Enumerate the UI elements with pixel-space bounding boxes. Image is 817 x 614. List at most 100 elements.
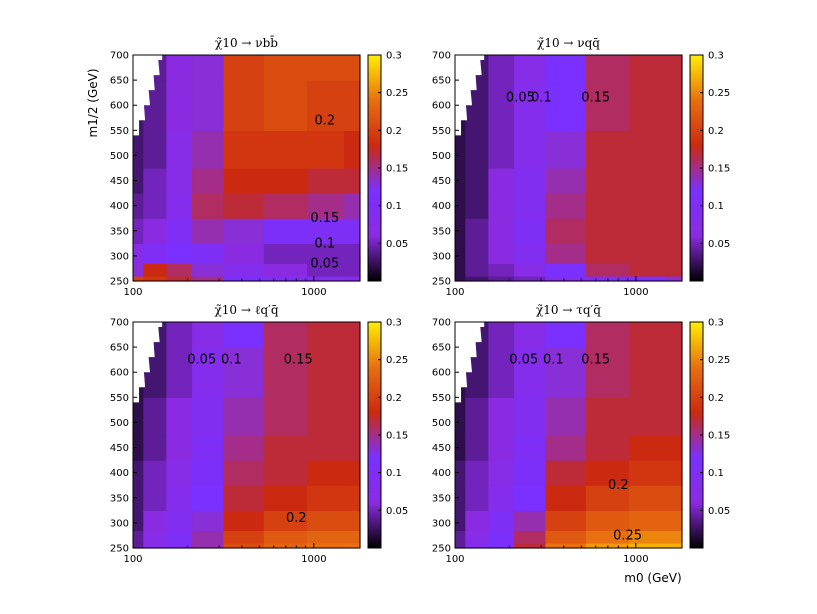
heatmap-cell <box>306 530 345 544</box>
heatmap-cell <box>223 263 265 277</box>
heatmap-cell <box>143 435 167 461</box>
heatmap-cell <box>263 168 308 194</box>
heatmap-cell <box>465 397 489 436</box>
heatmap-cell <box>455 460 466 486</box>
heatmap-cells <box>455 322 683 549</box>
contour-label: 0.15 <box>284 353 313 368</box>
heatmap-cell <box>545 130 587 169</box>
heatmap-cell <box>545 218 587 244</box>
heatmap-cell <box>545 243 587 265</box>
heatmap-cell <box>465 80 489 131</box>
heatmap-cell <box>166 130 193 169</box>
heatmap-cell <box>344 243 361 265</box>
heatmap-cell <box>585 130 630 169</box>
heatmap-cell <box>666 275 683 282</box>
heatmap-cell <box>628 510 667 532</box>
x-tick-label: 1000 <box>623 554 648 565</box>
heatmap-cell <box>263 243 308 265</box>
heatmap-cell <box>666 263 683 277</box>
heatmap-cell <box>306 485 345 511</box>
y-tick-label: 350 <box>110 493 129 504</box>
heatmap-cell <box>166 485 193 511</box>
heatmap-cell <box>585 347 630 398</box>
heatmap-cell <box>585 80 630 131</box>
x-tick-label: 100 <box>445 287 464 298</box>
heatmap-cell <box>306 218 345 244</box>
y-tick-label: 350 <box>432 493 451 504</box>
heatmap-cell <box>143 542 167 549</box>
y-tick-label: 400 <box>110 468 129 479</box>
heatmap-cell <box>514 530 547 544</box>
heatmap-cell <box>344 193 361 219</box>
heatmap-cell <box>263 510 308 532</box>
y-tick-label: 650 <box>110 343 129 354</box>
heatmap-cell <box>666 193 683 219</box>
heatmap-cell <box>344 55 361 81</box>
heatmap-cell <box>545 275 587 282</box>
heatmap-cell <box>514 55 547 81</box>
contour-label: 0.05 <box>506 91 535 106</box>
colorbar-tick-label: 0.1 <box>708 468 724 479</box>
heatmap-cell <box>306 397 345 436</box>
heatmap-cell <box>192 193 225 219</box>
heatmap-cell <box>628 397 667 436</box>
heatmap-cell <box>488 510 515 532</box>
heatmap-cell <box>514 322 547 348</box>
colorbar-tick-label: 0.05 <box>386 506 408 517</box>
heatmap-cell <box>514 243 547 265</box>
heatmap-cell <box>488 460 515 486</box>
heatmap-cell <box>514 218 547 244</box>
colorbar-tick-label: 0.3 <box>708 51 724 62</box>
heatmap-cell <box>143 243 167 265</box>
x-tick-label: 100 <box>123 554 142 565</box>
heatmap-cell <box>166 435 193 461</box>
heatmap-cell <box>514 347 547 398</box>
heatmap-cell <box>666 243 683 265</box>
heatmap-cell <box>133 193 144 219</box>
heatmap-cell <box>166 55 193 81</box>
heatmap-cell <box>306 542 345 549</box>
y-tick-label: 550 <box>110 126 129 137</box>
heatmap-cell <box>666 485 683 511</box>
heatmap-cell <box>166 347 193 398</box>
heatmap-cell <box>344 80 361 131</box>
heatmap-cell <box>143 460 167 486</box>
heatmap-cell <box>666 347 683 398</box>
heatmap-cell <box>585 193 630 219</box>
heatmap-cell <box>628 530 667 544</box>
heatmap-cell <box>166 218 193 244</box>
heatmap-cell <box>455 542 466 549</box>
contour-label: 0.1 <box>543 353 564 368</box>
heatmap-cell <box>166 80 193 131</box>
panel-1: χ̃10 → νbb̄ 250 300 350 400 450 500 550 600 650 70… <box>110 34 408 298</box>
heatmap-cell <box>545 542 587 549</box>
panel-title: χ̃10 → νbb̄ <box>215 34 278 50</box>
heatmap-cell <box>263 193 308 219</box>
heatmap-cell <box>488 542 515 549</box>
colorbar-tick-label: 0.1 <box>386 201 402 212</box>
heatmap-cell <box>223 275 265 282</box>
heatmap-cell <box>166 168 193 194</box>
heatmap-cell <box>263 218 308 244</box>
heatmap-cell <box>143 485 167 511</box>
panel-3: χ̃10 → ℓq′q̄ 250 300 350 400 450 500 550 600 650 7… <box>110 303 408 565</box>
contour-label: 0.1 <box>314 236 335 251</box>
y-tick-label: 450 <box>110 443 129 454</box>
y-tick-label: 250 <box>432 544 451 555</box>
heatmap-cell <box>263 347 308 398</box>
y-tick-label: 500 <box>110 151 129 162</box>
heatmap-cell <box>223 435 265 461</box>
heatmap-cell <box>666 530 683 544</box>
heatmap-cell <box>192 530 225 544</box>
heatmap-cell <box>628 55 667 81</box>
heatmap-cell <box>223 80 265 131</box>
heatmap-cell <box>465 485 489 511</box>
x-tick-label: 1000 <box>301 554 326 565</box>
heatmap-cell <box>263 80 308 131</box>
y-tick-label: 500 <box>110 418 129 429</box>
heatmap-cell <box>455 510 466 532</box>
heatmap-cell <box>133 130 144 169</box>
colorbar-tick-label: 0.05 <box>386 239 408 250</box>
y-tick-label: 250 <box>432 277 451 288</box>
colorbar-tick-label: 0.15 <box>386 164 408 175</box>
